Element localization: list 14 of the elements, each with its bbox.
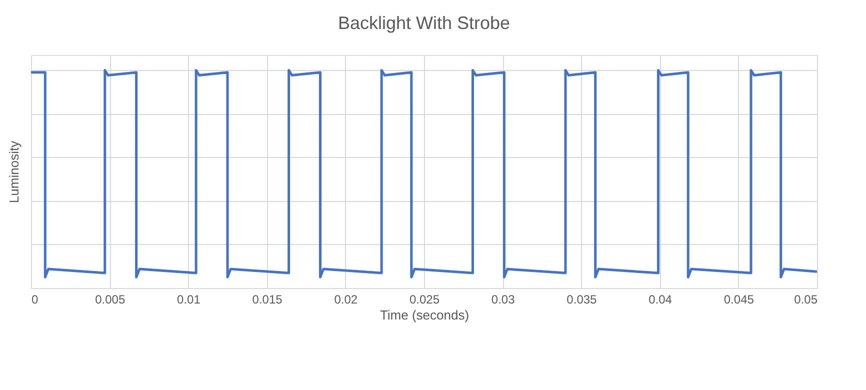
y-axis-title: Luminosity <box>6 140 22 204</box>
x-tick-label: 0.05 <box>794 292 818 306</box>
chart-title: Backlight With Strobe <box>338 13 510 33</box>
x-tick-label: 0.02 <box>334 292 358 306</box>
x-tick-label: 0.04 <box>648 292 672 306</box>
x-axis-title: Time (seconds) <box>380 308 470 322</box>
x-tick-label: 0.005 <box>95 292 126 306</box>
x-tick-label: 0.045 <box>724 292 754 306</box>
x-tick-label: 0.03 <box>491 292 516 306</box>
x-tick-label: 0.015 <box>252 292 283 306</box>
x-tick-label: 0 <box>32 292 38 306</box>
x-tick-label: 0.025 <box>409 292 440 306</box>
x-tick-label: 0.01 <box>177 292 201 306</box>
x-tick-label: 0.035 <box>566 292 598 306</box>
